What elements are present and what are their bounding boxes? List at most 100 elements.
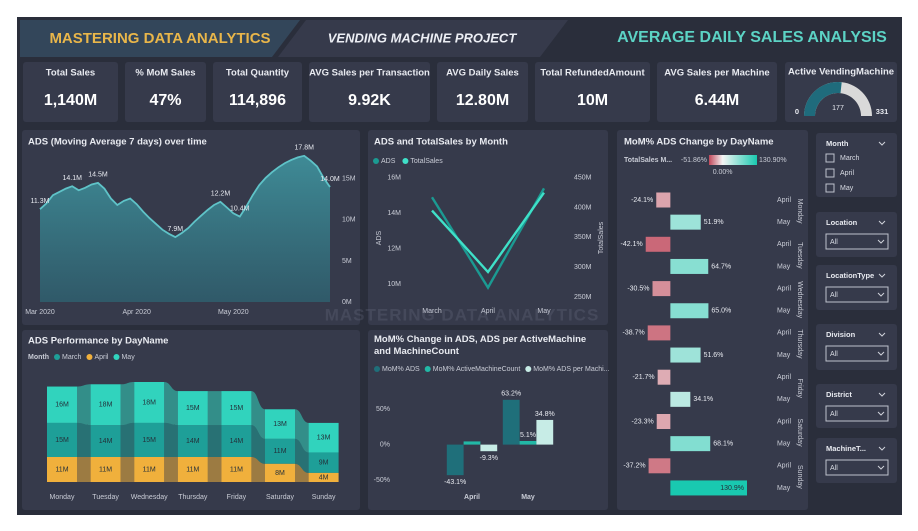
kpi-value: 9.92K <box>348 92 391 109</box>
data-label: 15M <box>142 437 156 444</box>
data-label: -43.1% <box>444 479 466 486</box>
data-label: 51.9% <box>704 219 724 226</box>
dropdown[interactable] <box>825 286 889 303</box>
data-label: 17.8M <box>294 145 314 152</box>
ribbon-segment <box>308 452 339 473</box>
chevron <box>878 273 886 278</box>
category-label: April <box>777 330 791 337</box>
x-tick-label: Thursday <box>178 494 208 501</box>
group-label: Tuesday <box>796 242 803 269</box>
kpi-label: AVG Daily Sales <box>446 68 519 79</box>
legend-label: May <box>121 354 135 361</box>
y2-axis-title: TotalSales <box>598 221 605 254</box>
ribbon <box>251 457 265 482</box>
kpi-card <box>309 62 430 122</box>
data-label: 11M <box>55 466 68 473</box>
kpi-label: Total Sales <box>46 68 95 79</box>
legend-marker <box>424 366 431 372</box>
x-tick-label: Sunday <box>312 494 336 501</box>
filter-label: Location <box>826 218 858 227</box>
data-label: -21.7% <box>632 374 654 381</box>
line <box>430 187 546 290</box>
x-tick-label: Friday <box>227 494 247 501</box>
x-tick-label: April <box>481 308 495 315</box>
bar <box>645 236 671 252</box>
filter-value: All <box>830 351 838 358</box>
data-label: 8M <box>275 470 285 477</box>
data-label: -23.3% <box>632 418 654 425</box>
group-label: Saturday <box>796 419 803 448</box>
legend-label: TotalSales <box>410 158 443 165</box>
data-label: 11M <box>143 466 156 473</box>
x-tick-label: Monday <box>50 494 75 501</box>
kpi-card <box>437 62 528 122</box>
ribbon-segment <box>134 457 165 482</box>
kpi-card <box>23 62 118 122</box>
ribbon-segment <box>265 463 295 482</box>
dropdown[interactable] <box>825 233 889 250</box>
data-label: 4M <box>319 474 329 481</box>
bar <box>670 391 691 407</box>
area <box>40 155 330 302</box>
ribbon-segment <box>47 422 77 457</box>
ribbon-segment <box>221 457 252 482</box>
legend-min: -51.86% <box>681 157 707 164</box>
filter-value: All <box>830 292 838 299</box>
data-label: -9.3% <box>480 455 498 462</box>
bar <box>670 214 701 230</box>
data-label: 11M <box>186 466 199 473</box>
data-label: 13M <box>273 421 287 428</box>
chevron <box>878 392 886 397</box>
data-label: 14.1M <box>62 175 82 182</box>
category-label: May <box>777 308 791 315</box>
checkbox[interactable] <box>825 183 835 193</box>
legend-max: 130.90% <box>759 157 787 164</box>
category-label: May <box>777 352 791 359</box>
kpi-label: AVG Sales per Machine <box>664 68 769 79</box>
group-label: Sunday <box>796 465 803 489</box>
data-label: 16M <box>55 402 69 409</box>
dropdown[interactable] <box>825 345 889 362</box>
legend-marker <box>373 158 379 164</box>
data-label: -37.2% <box>623 463 645 470</box>
y-tick-label: 10M <box>387 281 401 288</box>
panel <box>368 130 608 325</box>
data-label: 10.4M <box>230 205 250 212</box>
kpi-value: 114,896 <box>229 92 286 109</box>
bar <box>536 419 554 445</box>
ribbon-segment <box>265 409 295 439</box>
x-tick-label: Saturday <box>266 494 295 501</box>
data-label: 7.9M <box>168 226 184 233</box>
kpi-value: 6.44M <box>695 92 739 109</box>
header-middle-band <box>278 20 568 57</box>
ribbon <box>120 382 135 426</box>
kpi-card <box>125 62 206 122</box>
kpi-value: 10M <box>577 92 608 109</box>
kpi-value: 1,140M <box>44 92 97 109</box>
checkbox[interactable] <box>825 168 835 178</box>
kpi-card <box>535 62 650 122</box>
dropdown[interactable] <box>825 405 889 422</box>
filter-value: All <box>830 239 838 246</box>
data-label: 68.1% <box>713 440 733 447</box>
checkbox[interactable] <box>825 153 835 163</box>
chevron <box>878 446 886 451</box>
category-label: May <box>777 440 791 447</box>
data-label: -38.7% <box>623 330 645 337</box>
x-tick-label: April <box>464 494 480 501</box>
x-tick-label: Apr 2020 <box>122 309 151 316</box>
legend-label: MoM% ADS <box>382 366 420 373</box>
chevron <box>877 465 885 470</box>
bar <box>670 303 709 319</box>
header-right: AVERAGE DAILY SALES ANALYSIS <box>617 29 887 46</box>
category-label: April <box>777 418 791 425</box>
data-label: 18M <box>99 402 113 409</box>
dropdown[interactable] <box>825 459 889 476</box>
legend-title: Month <box>28 354 49 361</box>
kpi-label: AVG Sales per Transaction <box>309 68 430 79</box>
group-label: Friday <box>796 379 803 399</box>
kpi-label: Total Quantity <box>226 68 290 79</box>
ribbon <box>164 382 178 426</box>
chevron <box>877 239 885 244</box>
